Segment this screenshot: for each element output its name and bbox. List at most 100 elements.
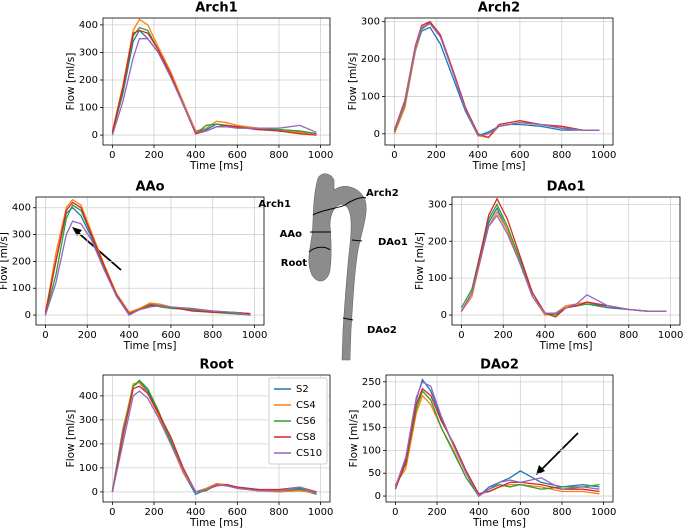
y-tick-label: 400 [12, 203, 31, 214]
y-tick-label: 0 [25, 310, 31, 321]
x-tick-label: 800 [552, 150, 571, 161]
plane [342, 317, 354, 321]
plane [351, 239, 363, 242]
x-tick-label: 600 [510, 150, 529, 161]
x-tick-label: 1000 [308, 150, 333, 161]
x-axis-label: Time [ms] [472, 517, 526, 529]
plane [312, 204, 346, 216]
y-tick-label: 200 [362, 400, 381, 411]
series-line [393, 22, 600, 139]
x-tick-label: 0 [109, 507, 115, 518]
x-tick-label: 800 [619, 330, 638, 341]
aorta-shape [308, 173, 367, 361]
anatomy-label: AAo [280, 229, 302, 240]
x-tick-label: 200 [78, 330, 97, 341]
plane [344, 197, 367, 206]
series-line [111, 390, 317, 494]
x-tick-label: 800 [269, 507, 288, 518]
y-tick-label: 400 [79, 391, 98, 402]
series-line [44, 220, 251, 316]
y-tick-label: 0 [375, 491, 381, 502]
series-line [393, 20, 600, 137]
series-line [393, 26, 600, 137]
y-tick-label: 400 [79, 20, 98, 31]
x-tick-label: 400 [469, 150, 488, 161]
y-tick-label: 100 [361, 91, 380, 102]
y-tick-label: 100 [79, 103, 98, 114]
x-axis-label: Time [ms] [189, 160, 243, 172]
x-tick-label: 400 [120, 330, 139, 341]
y-axis-label: Flow [ml/s] [0, 232, 10, 290]
x-tick-label: 1000 [242, 330, 267, 341]
series-line [111, 26, 317, 135]
series-line [394, 389, 600, 497]
y-tick-label: 300 [79, 47, 98, 58]
series-line [393, 20, 600, 139]
y-tick-label: 200 [79, 439, 98, 450]
plot-frame [385, 374, 614, 503]
chart-panel: 0 100 200 300 0 200 400 600 800 1000 Arch2 Time [ms… [347, 1, 616, 173]
x-tick-label: 1000 [308, 507, 333, 518]
series-line [111, 38, 317, 136]
chart-title: DAo2 [480, 358, 519, 373]
x-axis-label: Time [ms] [189, 517, 243, 529]
anatomy-label: Arch2 [366, 188, 399, 199]
x-axis-label: Time [ms] [472, 160, 526, 172]
chart-title: AAo [135, 180, 164, 195]
aorta-illustration [308, 173, 367, 361]
anatomy-label: DAo1 [378, 237, 408, 248]
legend-label: CS4 [296, 400, 316, 411]
y-axis-label: Flow [ml/s] [348, 410, 360, 468]
series-line [460, 210, 667, 316]
series-line [111, 18, 317, 135]
x-tick-label: 200 [144, 150, 163, 161]
series-line [394, 387, 600, 495]
y-tick-label: 200 [12, 256, 31, 267]
series-line [460, 206, 667, 316]
chart-panel: 0 100 200 300 0 200 400 600 800 1000 DAo1 Time [ms]… [414, 180, 683, 353]
chart-title: Arch2 [478, 1, 520, 16]
series-line [44, 204, 251, 316]
chart-panel: 0 100 200 300 400 0 200 400 600 800 1000 AAo Time [m… [0, 180, 267, 353]
y-tick-label: 100 [362, 445, 381, 456]
y-tick-label: 200 [361, 54, 380, 65]
x-tick-label: 400 [186, 507, 205, 518]
legend-label: S2 [296, 384, 309, 395]
x-tick-label: 0 [392, 507, 398, 518]
x-axis-label: Time [ms] [123, 340, 177, 352]
y-tick-label: 100 [79, 463, 98, 474]
x-tick-label: 600 [577, 330, 596, 341]
y-tick-label: 150 [362, 423, 381, 434]
y-tick-label: 300 [79, 415, 98, 426]
legend-label: CS8 [296, 432, 316, 443]
y-tick-label: 50 [368, 468, 381, 479]
x-tick-label: 600 [511, 507, 530, 518]
series-line [44, 198, 251, 315]
chart-title: DAo1 [547, 180, 586, 195]
chart-title: Root [199, 358, 233, 373]
legend-label: CS6 [296, 416, 316, 427]
chart-panel: 0 100 200 300 400 0 200 400 600 800 1000 Root Time [… [65, 358, 333, 529]
legend-label: CS10 [296, 448, 322, 459]
y-tick-label: 250 [362, 377, 381, 388]
x-tick-label: 200 [427, 507, 446, 518]
y-tick-label: 0 [92, 487, 98, 498]
x-tick-label: 400 [186, 150, 205, 161]
x-tick-label: 800 [269, 150, 288, 161]
x-axis-label: Time [ms] [539, 340, 593, 352]
x-tick-label: 600 [161, 330, 180, 341]
x-tick-label: 200 [427, 150, 446, 161]
plot-frame [35, 196, 265, 326]
x-tick-label: 0 [458, 330, 464, 341]
series-line [394, 394, 600, 495]
x-tick-label: 0 [391, 150, 397, 161]
x-tick-label: 200 [144, 507, 163, 518]
y-axis-label: Flow [ml/s] [347, 53, 359, 111]
x-tick-label: 600 [228, 507, 247, 518]
y-tick-label: 200 [428, 236, 447, 247]
y-tick-label: 0 [92, 130, 98, 141]
anatomy-label: Arch1 [258, 199, 291, 210]
plot-frame [102, 374, 331, 503]
y-tick-label: 200 [79, 75, 98, 86]
